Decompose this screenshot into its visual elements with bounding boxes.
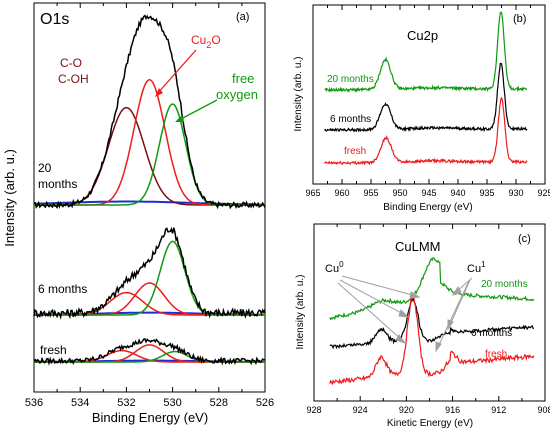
panel-c-ticks: 928 924 920 916 912 908 [306, 224, 550, 415]
arrow-cu0-a-head [409, 291, 421, 299]
label-20-months-line1: 20 [38, 161, 52, 175]
arrow-free-oxygen [178, 99, 218, 121]
x-tick-label: 935 [479, 188, 494, 198]
arrow-cu0-b-head [398, 309, 410, 318]
arrow-cu1-b [449, 279, 471, 326]
arrow-cu0-a [341, 275, 417, 297]
spectrum-line [324, 96, 528, 166]
arrow-cu2o-head [155, 88, 163, 97]
label-b-6-months: 6 months [330, 114, 371, 125]
x-tick-label: 526 [256, 397, 274, 409]
x-tick-label: 955 [363, 188, 378, 198]
panel-b-curves [324, 11, 528, 166]
x-tick-label: 534 [71, 397, 89, 409]
x-tick-label: 536 [25, 397, 43, 409]
x-tick-label: 912 [491, 405, 506, 415]
panel-c-xlabel: Kinetic Energy (eV) [387, 418, 473, 429]
panel-b-ylabel: Intensity (arb. u.) [293, 56, 304, 131]
x-tick-label: 945 [421, 188, 436, 198]
panel-b-tag: (b) [513, 13, 526, 25]
annotation-oxygen: oxygen [216, 87, 258, 102]
panel-c-ylabel: Intensity (arb. u.) [295, 274, 306, 349]
x-tick-label: 528 [210, 397, 228, 409]
arrow-cu1-c [437, 280, 470, 348]
panel-c-curves [329, 257, 535, 386]
annotation-c-o: C-O [60, 56, 82, 70]
label-c-6-months: 6 months [471, 328, 512, 339]
spectrum-line [329, 257, 535, 321]
arrow-cu1-c-head [435, 341, 442, 353]
annotation-cu2o: Cu2O [191, 33, 221, 50]
panel-a-ylabel: Intensity (arb. u.) [2, 149, 17, 247]
panel-a-curves [33, 14, 266, 366]
x-tick-label: 960 [334, 188, 349, 198]
x-tick-label: 924 [353, 405, 368, 415]
arrow-free-oxygen-head [175, 115, 184, 122]
panel-b-xlabel: Binding Energy (eV) [383, 202, 473, 213]
panel-a-tag: (a) [236, 11, 249, 23]
x-tick-label: 530 [163, 397, 181, 409]
panel-a-title: O1s [40, 11, 69, 28]
x-tick-label: 920 [399, 405, 414, 415]
panel-a-ticks: 536 534 532 530 528 526 [25, 3, 274, 409]
x-tick-label: 532 [117, 397, 135, 409]
arrow-cu0-c-head [395, 334, 407, 344]
panel-b-ticks: 965 960 955 950 945 940 935 930 925 [305, 5, 550, 198]
spectrum-line [329, 296, 535, 350]
x-tick-label: 908 [537, 405, 550, 415]
annotation-free: free [232, 71, 254, 86]
x-tick-label: 965 [305, 188, 320, 198]
arrow-cu2o [156, 49, 197, 95]
panel-a-xlabel: Binding Energy (eV) [92, 410, 208, 425]
x-tick-label: 916 [445, 405, 460, 415]
label-20-months-line2: months [38, 177, 77, 191]
x-tick-label: 950 [392, 188, 407, 198]
x-tick-label: 940 [450, 188, 465, 198]
arrow-cu0-b [339, 279, 406, 316]
panel-c-title: CuLMM [395, 239, 441, 254]
label-c-fresh: fresh [485, 349, 507, 360]
x-tick-label: 925 [537, 188, 550, 198]
label-c-20-months: 20 months [481, 279, 528, 290]
label-b-fresh: fresh [344, 146, 366, 157]
panel-c-tag: (c) [518, 233, 531, 245]
spectrum-line [324, 62, 528, 133]
cu1-arrows [435, 277, 473, 353]
x-tick-label: 930 [508, 188, 523, 198]
cu0-arrows [337, 275, 421, 344]
annotation-c-oh: C-OH [58, 72, 89, 86]
component-peak [34, 240, 265, 316]
envelope-spectrum [33, 14, 266, 210]
arrow-cu1-a-head [451, 286, 462, 296]
annotation-cu0: Cu0 [325, 260, 344, 275]
panel-cu2p: 965 960 955 950 945 940 935 930 925 Cu2p (b) 20 … [293, 4, 550, 213]
label-b-20-months: 20 months [327, 74, 374, 85]
panel-b-title: Cu2p [407, 28, 438, 43]
x-tick-label: 928 [306, 405, 321, 415]
spectrum-line [324, 11, 528, 93]
spectrum-line [329, 293, 535, 386]
label-fresh: fresh [40, 343, 67, 357]
envelope-spectrum [33, 338, 266, 366]
annotation-cu1: Cu1 [467, 260, 486, 275]
label-6-months: 6 months [38, 282, 87, 296]
envelope-spectrum [33, 226, 266, 320]
panel-culmm: 928 924 920 916 912 908 CuLMM (c) Cu0 Cu1 20 … [295, 223, 550, 429]
arrow-cu0-c [337, 282, 403, 341]
panel-o1s: 536 534 532 530 528 526 O1s (a) C-O C-OH Cu2O… [2, 2, 274, 425]
